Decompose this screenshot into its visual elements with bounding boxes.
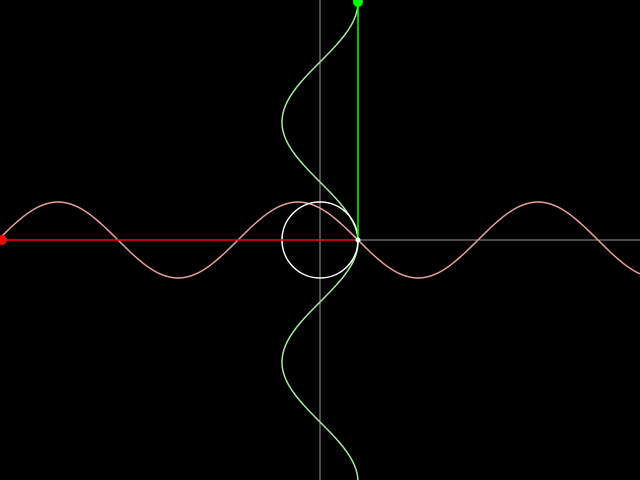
sine-marker xyxy=(0,235,7,245)
sine-wave xyxy=(0,201,640,279)
cosine-marker xyxy=(353,0,363,7)
rotating-point xyxy=(355,237,361,243)
